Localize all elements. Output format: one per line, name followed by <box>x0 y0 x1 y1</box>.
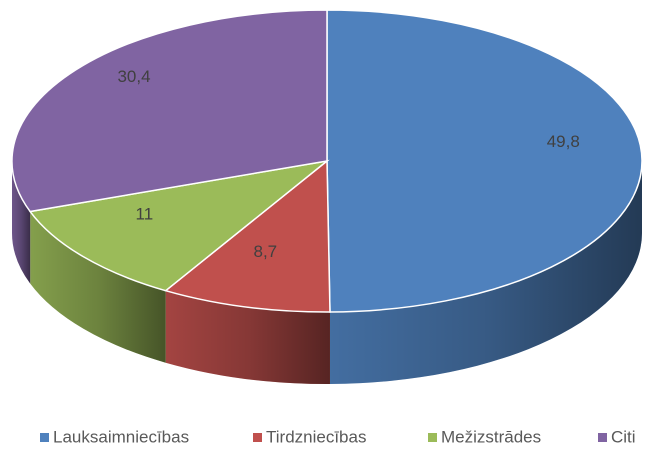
data-label: 8,7 <box>253 242 277 261</box>
slice-side-shade <box>165 290 330 384</box>
data-label: 49,8 <box>547 132 580 151</box>
slice-side-shade <box>12 161 31 284</box>
legend-swatch <box>40 433 49 442</box>
legend-swatch <box>253 433 262 442</box>
data-label: 11 <box>136 204 154 223</box>
slice-side-shade <box>30 211 166 363</box>
legend-label: Mežizstrādes <box>441 427 541 446</box>
slice <box>11 9 328 213</box>
legend-swatch <box>598 433 607 442</box>
legend-swatch <box>428 433 437 442</box>
slice <box>28 159 330 292</box>
slice-side-shade <box>329 161 642 384</box>
data-label: 30,4 <box>117 67 150 86</box>
legend-label: Tirdzniecības <box>266 427 366 446</box>
legend-label: Citi <box>611 427 636 446</box>
legend-label: Lauksaimniecības <box>53 427 189 446</box>
slice <box>326 9 643 313</box>
slice <box>164 159 331 313</box>
